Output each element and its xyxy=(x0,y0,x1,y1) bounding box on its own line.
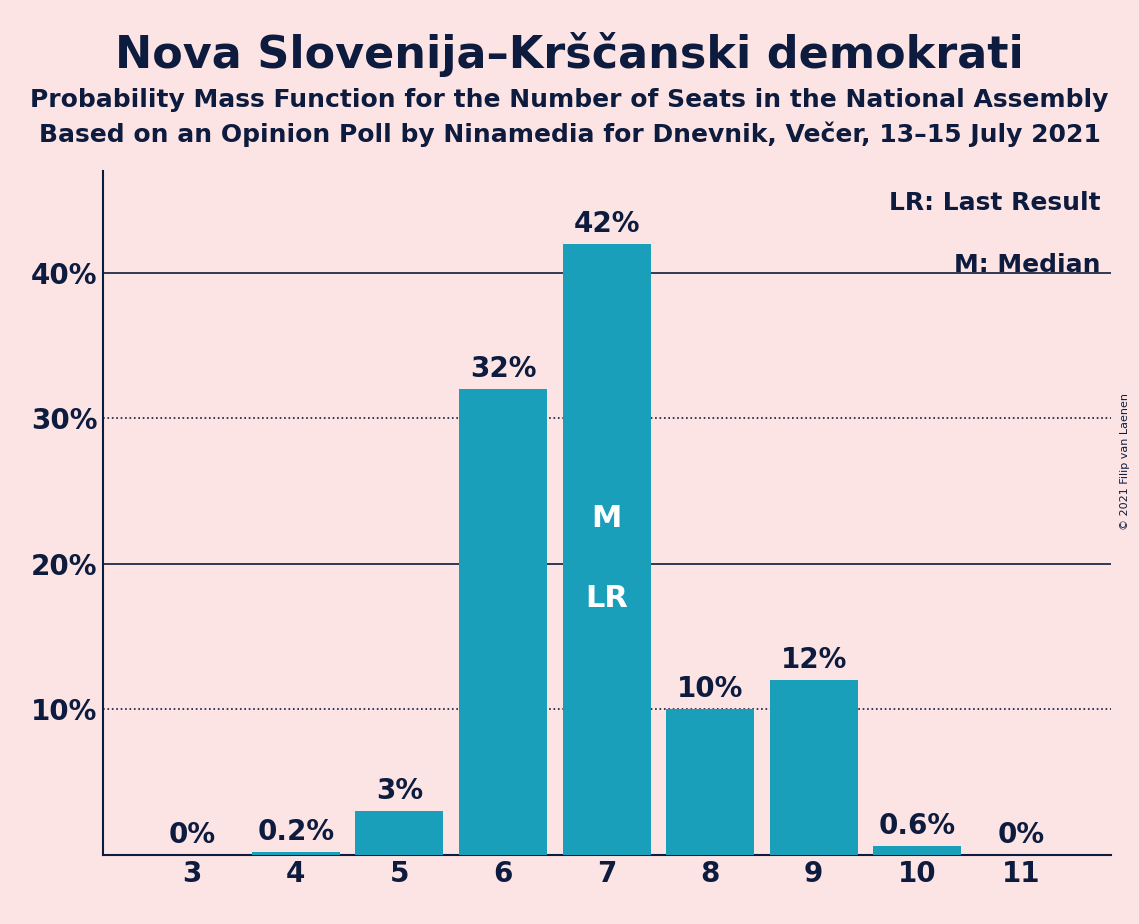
Bar xyxy=(459,389,547,855)
Bar xyxy=(666,710,754,855)
Text: 12%: 12% xyxy=(780,646,846,675)
Text: 0%: 0% xyxy=(169,821,216,849)
Text: M: Median: M: Median xyxy=(954,253,1100,277)
Bar xyxy=(563,244,650,855)
Text: 0.2%: 0.2% xyxy=(257,818,335,846)
Text: 3%: 3% xyxy=(376,777,423,805)
Bar xyxy=(252,852,339,855)
Bar xyxy=(355,811,443,855)
Text: Probability Mass Function for the Number of Seats in the National Assembly: Probability Mass Function for the Number… xyxy=(31,88,1108,112)
Text: 0%: 0% xyxy=(997,821,1044,849)
Text: 32%: 32% xyxy=(469,356,536,383)
Text: LR: LR xyxy=(585,584,628,613)
Text: 42%: 42% xyxy=(573,210,640,237)
Bar xyxy=(874,846,961,855)
Bar xyxy=(770,680,858,855)
Text: LR: Last Result: LR: Last Result xyxy=(888,191,1100,215)
Text: 0.6%: 0.6% xyxy=(878,812,956,840)
Text: 10%: 10% xyxy=(677,675,744,703)
Text: Nova Slovenija–Krščanski demokrati: Nova Slovenija–Krščanski demokrati xyxy=(115,32,1024,78)
Text: M: M xyxy=(591,505,622,533)
Text: Based on an Opinion Poll by Ninamedia for Dnevnik, Večer, 13–15 July 2021: Based on an Opinion Poll by Ninamedia fo… xyxy=(39,122,1100,148)
Text: © 2021 Filip van Laenen: © 2021 Filip van Laenen xyxy=(1121,394,1130,530)
